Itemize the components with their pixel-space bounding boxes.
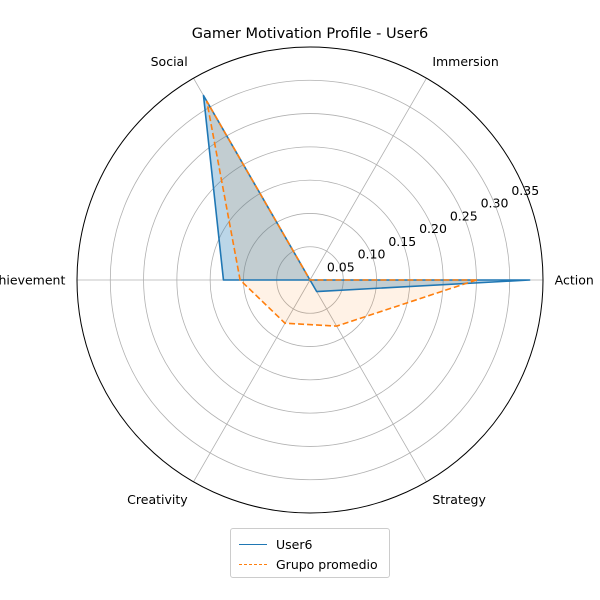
radial-tick-label: 0.05 xyxy=(327,259,355,274)
axis-label-social: Social xyxy=(151,54,188,69)
legend-label: User6 xyxy=(276,536,313,552)
grid-spoke xyxy=(309,279,427,482)
radar-series xyxy=(202,94,531,327)
legend-item-grupo-promedio: Grupo promedio xyxy=(239,555,378,573)
axis-label-achievement: Achievement xyxy=(0,273,65,288)
radial-tick-label: 0.10 xyxy=(358,247,386,262)
legend-label: Grupo promedio xyxy=(276,556,378,572)
chart-title: Gamer Motivation Profile - User6 xyxy=(192,26,429,42)
radial-tick-label: 0.35 xyxy=(511,183,539,198)
axis-label-creativity: Creativity xyxy=(127,492,188,507)
radial-tick-label: 0.15 xyxy=(388,234,416,249)
legend: User6 Grupo promedio xyxy=(230,528,390,578)
radar-labels: Action Immersion Social Achievement Creativi… xyxy=(0,54,594,507)
axis-label-immersion: Immersion xyxy=(432,54,498,69)
axis-label-strategy: Strategy xyxy=(432,492,486,507)
grid-spoke xyxy=(193,279,311,482)
legend-swatch-solid xyxy=(239,543,267,545)
radial-tick-label: 0.20 xyxy=(419,221,447,236)
series-fill xyxy=(206,101,477,327)
series-fill xyxy=(203,95,530,292)
legend-item-user6: User6 xyxy=(239,535,312,553)
polar-frame xyxy=(76,46,544,514)
radial-tick-label: 0.30 xyxy=(481,196,509,211)
axis-label-action: Action xyxy=(555,273,594,288)
radial-tick-label: 0.25 xyxy=(450,208,478,223)
grid-spoke xyxy=(309,78,427,281)
legend-swatch-dashed xyxy=(239,563,267,565)
